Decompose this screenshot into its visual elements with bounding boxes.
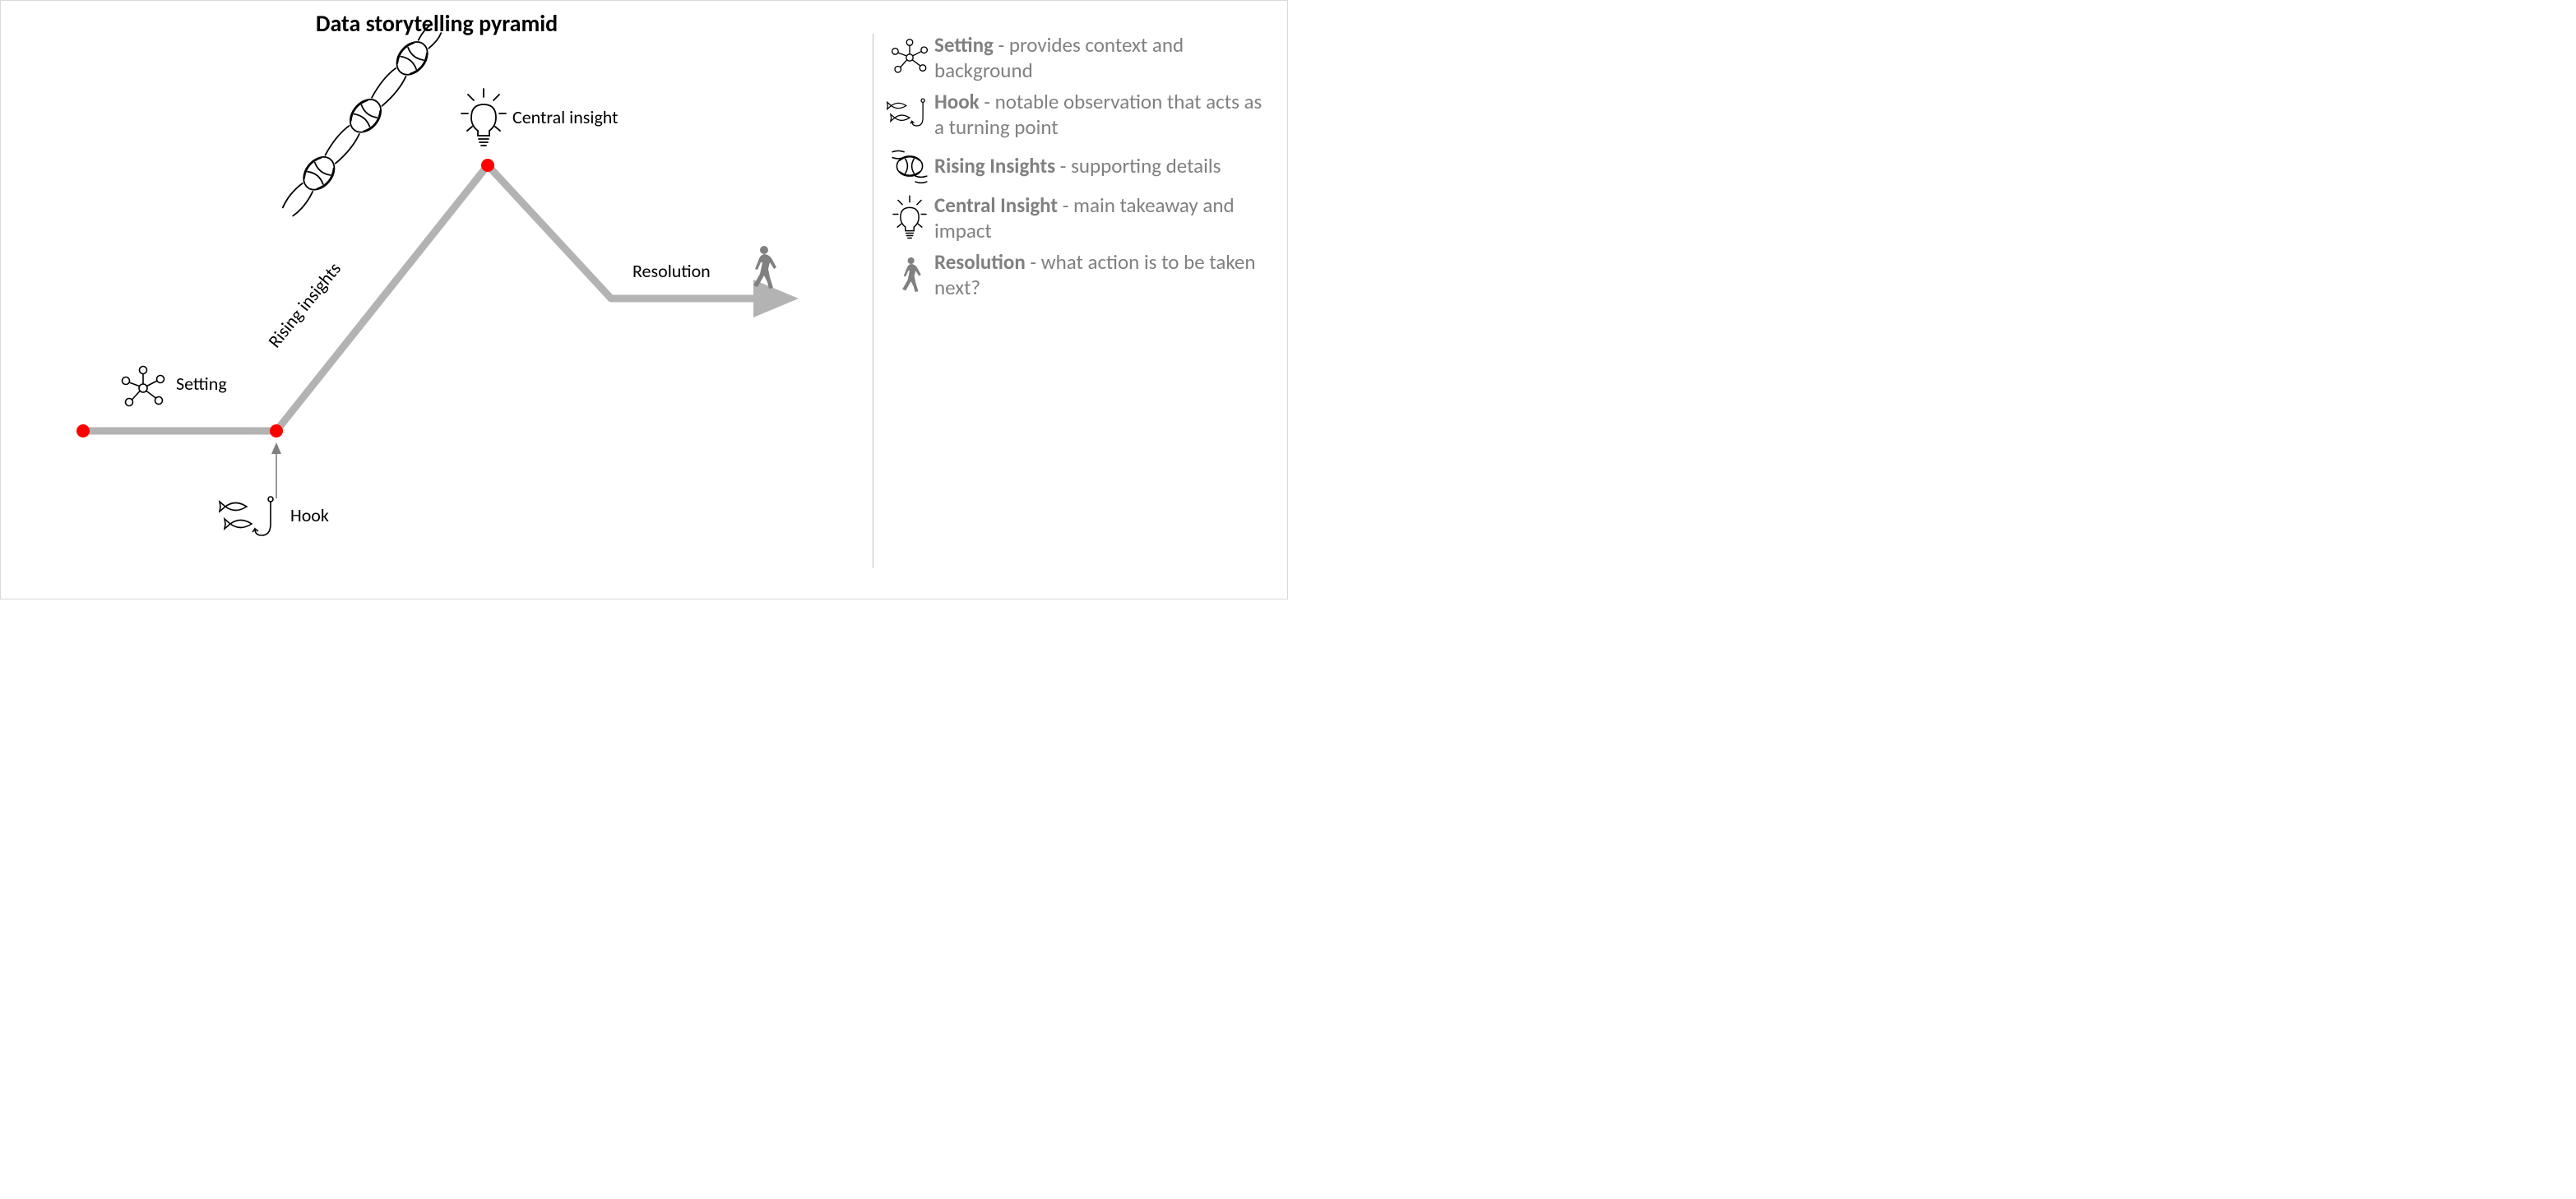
diagram-canvas: Data storytelling pyramid Setting Hook R… [0,0,1288,600]
rope-knot-icon [885,145,934,187]
lightbulb-icon [885,194,934,242]
dot-hook [270,424,283,437]
dot-start [76,424,90,437]
legend-term: Setting [934,32,994,58]
legend-text: Setting - provides context and backgroun… [934,32,1272,84]
label-setting: Setting [176,373,227,395]
pyramid-svg [1,1,873,600]
network-icon [118,363,169,418]
legend-desc: - supporting details [1055,153,1221,178]
legend-text: Resolution - what action is to be taken … [934,249,1272,301]
legend-text: Hook - notable observation that acts as … [934,89,1272,141]
fish-hook-icon [885,96,934,132]
dot-peak [481,159,494,172]
legend-term: Resolution [934,249,1026,275]
fish-hook-icon [219,494,285,548]
legend-text: Central Insight - main takeaway and impa… [934,192,1272,244]
label-central: Central insight [512,106,619,128]
legend-row-rising: Rising Insights - supporting details [885,145,1272,187]
legend-row-setting: Setting - provides context and backgroun… [885,32,1272,84]
legend-text: Rising Insights - supporting details [934,153,1272,178]
legend-row-hook: Hook - notable observation that acts as … [885,89,1272,141]
legend-term: Central Insight [934,192,1058,218]
legend-term: Rising Insights [934,153,1055,178]
legend-term: Hook [934,89,980,114]
walker-icon [745,244,780,294]
legend-panel: Setting - provides context and backgroun… [885,32,1272,305]
lightbulb-icon [458,86,509,155]
hook-pointer-head [271,442,281,454]
network-icon [885,36,934,79]
walker-icon [885,256,934,294]
legend-row-resolution: Resolution - what action is to be taken … [885,249,1272,301]
label-resolution: Resolution [632,260,711,282]
label-hook: Hook [290,504,329,526]
legend-desc: - notable observation that acts as a tur… [934,89,1262,140]
legend-row-central: Central Insight - main takeaway and impa… [885,192,1272,244]
